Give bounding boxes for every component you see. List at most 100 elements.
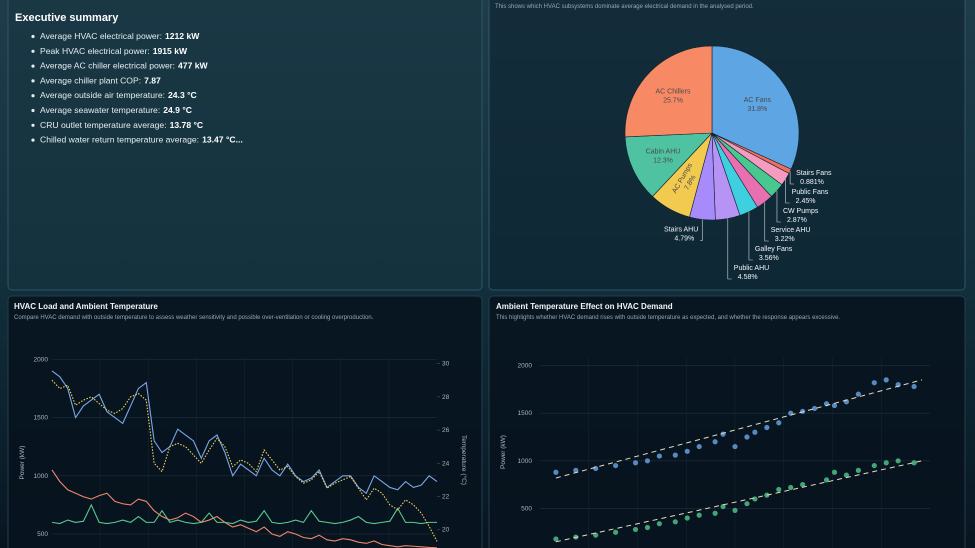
y2-tick-label: 30 [442,361,450,368]
summary-item: Average AC chiller electrical power: 477 … [40,61,209,71]
scatter-point [855,467,861,473]
leader-line [700,219,703,241]
bullet [31,49,35,53]
scatter-point [684,515,690,521]
slice-percent: 31.8% [747,106,767,113]
summary-panel [7,0,483,291]
slice-percent: 12.3% [653,158,673,165]
scatter-point [752,429,758,435]
leader-line [764,202,769,242]
summary-item: Average chiller plant COP: 7.87 [40,75,161,85]
scatter-point [883,377,889,383]
summary-label: Peak HVAC electrical power: [40,46,150,56]
summary-value: 477 kW [178,61,209,71]
scatter-point [811,405,818,412]
scatter-point [823,477,830,483]
scatter-point [831,469,838,475]
y2-tick-label: 28 [442,394,450,401]
chart-subtitle: Compare HVAC demand with outside tempera… [14,315,374,321]
slice-name: Stairs AHU [664,226,698,233]
y-tick-label: 1000 [34,473,49,480]
scatter-point [800,408,806,414]
scatter-point [752,496,758,502]
summary-item: Average seawater temperature: 24.9 °C [40,105,192,115]
scatter-point [712,439,718,445]
scatter-point [553,469,559,475]
leader-line [748,211,753,261]
y-tick-label: 500 [521,505,532,512]
scatter-point [776,420,782,426]
chart-title: Ambient Temperature Effect on HVAC Deman… [496,302,673,311]
scatter-point [684,448,690,454]
scatter-point [855,391,861,397]
chart-title: HVAC Load and Ambient Temperature [14,302,158,311]
scatter-point [871,462,877,469]
slice-percent: 2.45% [796,198,816,205]
scatter-point [573,467,579,473]
scatter-point [644,458,651,464]
slice-percent: 3.22% [775,236,795,243]
slice-percent: 3.56% [759,255,779,262]
chart-subtitle: This highlights whether HVAC demand rise… [496,315,840,321]
summary-label: Average seawater temperature: [40,105,160,115]
bullet [31,64,35,68]
y-tick-label: 1500 [518,410,533,417]
slice-name: Cabin AHU [646,149,681,156]
scatter-point [843,472,850,478]
summary-value: 7.87 [144,75,161,85]
slice-name: Stairs Fans [796,170,832,177]
summary-label: Average HVAC electrical power: [40,31,162,41]
scatter-point [883,460,889,466]
scatter-point [732,443,738,450]
slice-percent: 4.58% [738,274,758,281]
scatter-point [553,536,559,542]
summary-label: Average outside air temperature: [40,90,165,100]
scatter-point [613,462,619,469]
scatter-point [644,524,651,531]
line-panel [7,295,483,548]
slice-name: Public Fans [792,189,829,196]
line-series [51,503,437,525]
scatter-point [593,465,599,472]
scatter-point [895,458,901,464]
scatter-point [776,486,782,493]
y2-tick-label: 26 [442,427,450,434]
summary-item: CRU outlet temperature average: 13.78 °C [40,120,203,130]
pie-slice [624,45,713,138]
summary-value: 1212 kW [165,31,200,41]
scatter-point [732,507,738,513]
slice-name: Service AHU [771,227,811,234]
slice-name: CW Pumps [783,208,819,215]
y2-tick-label: 24 [442,460,450,467]
summary-item: Chilled water return temperature average… [40,135,243,145]
y-tick-label: 1500 [34,415,49,422]
y-tick-label: 500 [37,531,48,538]
pie-slice [711,45,800,170]
scatter-point [831,402,838,409]
scatter-point [672,452,678,458]
scatter-point [744,434,750,440]
summary-value: 13.47 °C... [202,135,243,145]
scatter-point [911,383,917,390]
scatter-point [911,460,917,466]
scatter-point [632,460,639,466]
y2-tick-label: 22 [442,494,450,501]
slice-percent: 4.79% [674,235,694,242]
slice-name: Galley Fans [755,246,793,253]
slice-percent: 2.87% [787,217,807,224]
scatter-point [720,503,726,510]
line-series [51,370,438,495]
line-series [51,469,438,548]
leader-line [727,218,732,280]
scatter-point [800,482,806,488]
slice-percent: 25.7% [663,98,683,105]
y-tick-label: 2000 [518,363,533,370]
summary-value: 13.78 °C [170,120,204,130]
bullet [31,123,35,127]
scatter-point [656,453,662,459]
bullet [31,138,35,142]
y-axis-label: Power (kW) [19,446,26,480]
summary-item: Peak HVAC electrical power: 1915 kW [40,46,188,56]
summary-value: 24.9 °C [163,105,192,115]
